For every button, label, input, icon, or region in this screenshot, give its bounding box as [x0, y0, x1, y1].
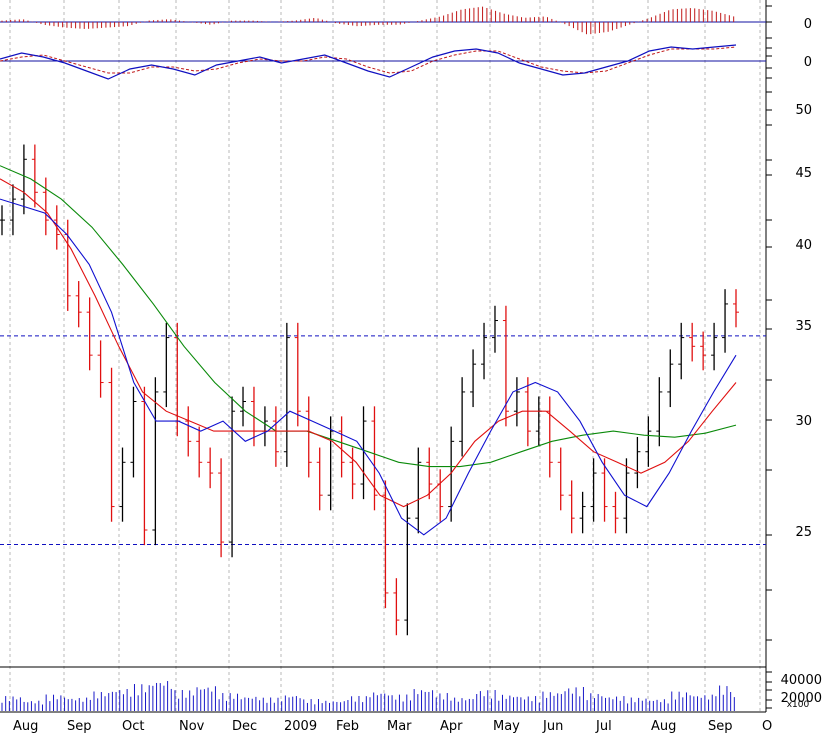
x-axis-label-10: Jun: [542, 719, 563, 734]
volume-tick-20000: 20000: [781, 691, 822, 706]
grid-lines: [9, 0, 761, 712]
moving-average-long: [0, 165, 737, 468]
x-axis-labels: Aug Sep Oct Nov Dec 2009 Feb Mar Apr May Jun Jul Aug…: [13, 719, 772, 734]
x-axis-label-7: Mar: [387, 719, 412, 734]
x-axis-label-13: Sep: [708, 719, 733, 734]
x-axis-label-2: Oct: [122, 719, 144, 734]
x-axis-label-3: Nov: [179, 719, 205, 734]
macd-line: [0, 44, 737, 80]
x-axis-label-14: O: [762, 719, 772, 734]
x-axis-label-1: Sep: [67, 719, 92, 734]
reference-lines: [0, 335, 766, 546]
panel-frames: [0, 0, 772, 713]
price-tick-30: 30: [795, 414, 812, 429]
x-axis-label-5: 2009: [284, 719, 317, 734]
price-tick-40: 40: [795, 238, 812, 253]
x-axis-label-0: Aug: [13, 719, 38, 734]
x-axis-label-4: Dec: [232, 719, 257, 734]
x-axis-label-6: Feb: [336, 719, 359, 734]
x-axis-label-9: May: [493, 719, 520, 734]
price-tick-25: 25: [795, 525, 812, 540]
macd-lines-tick-0: 0: [804, 55, 812, 70]
moving-average-medium: [0, 178, 737, 508]
moving-average-short: [0, 198, 737, 536]
macd-histogram-panel: [0, 6, 766, 35]
price-panel: [0, 144, 739, 636]
price-tick-45: 45: [795, 166, 812, 181]
x-axis-label-11: Jul: [595, 719, 612, 734]
volume-panel: [1, 681, 735, 711]
volume-tick-40000: 40000: [781, 673, 822, 688]
macd-lines-panel: [0, 44, 766, 80]
price-tick-50: 50: [795, 103, 812, 118]
macd-signal-line: [0, 46, 737, 74]
volume-unit-label: x100: [787, 700, 810, 710]
macd-histogram-tick-0: 0: [804, 17, 812, 32]
x-axis-label-8: Apr: [440, 719, 463, 734]
price-tick-35: 35: [795, 319, 812, 334]
y-axis-labels: 0 0 25 30 35 40 45 50 40000 20000 x100: [781, 17, 822, 710]
x-axis-label-12: Aug: [651, 719, 676, 734]
